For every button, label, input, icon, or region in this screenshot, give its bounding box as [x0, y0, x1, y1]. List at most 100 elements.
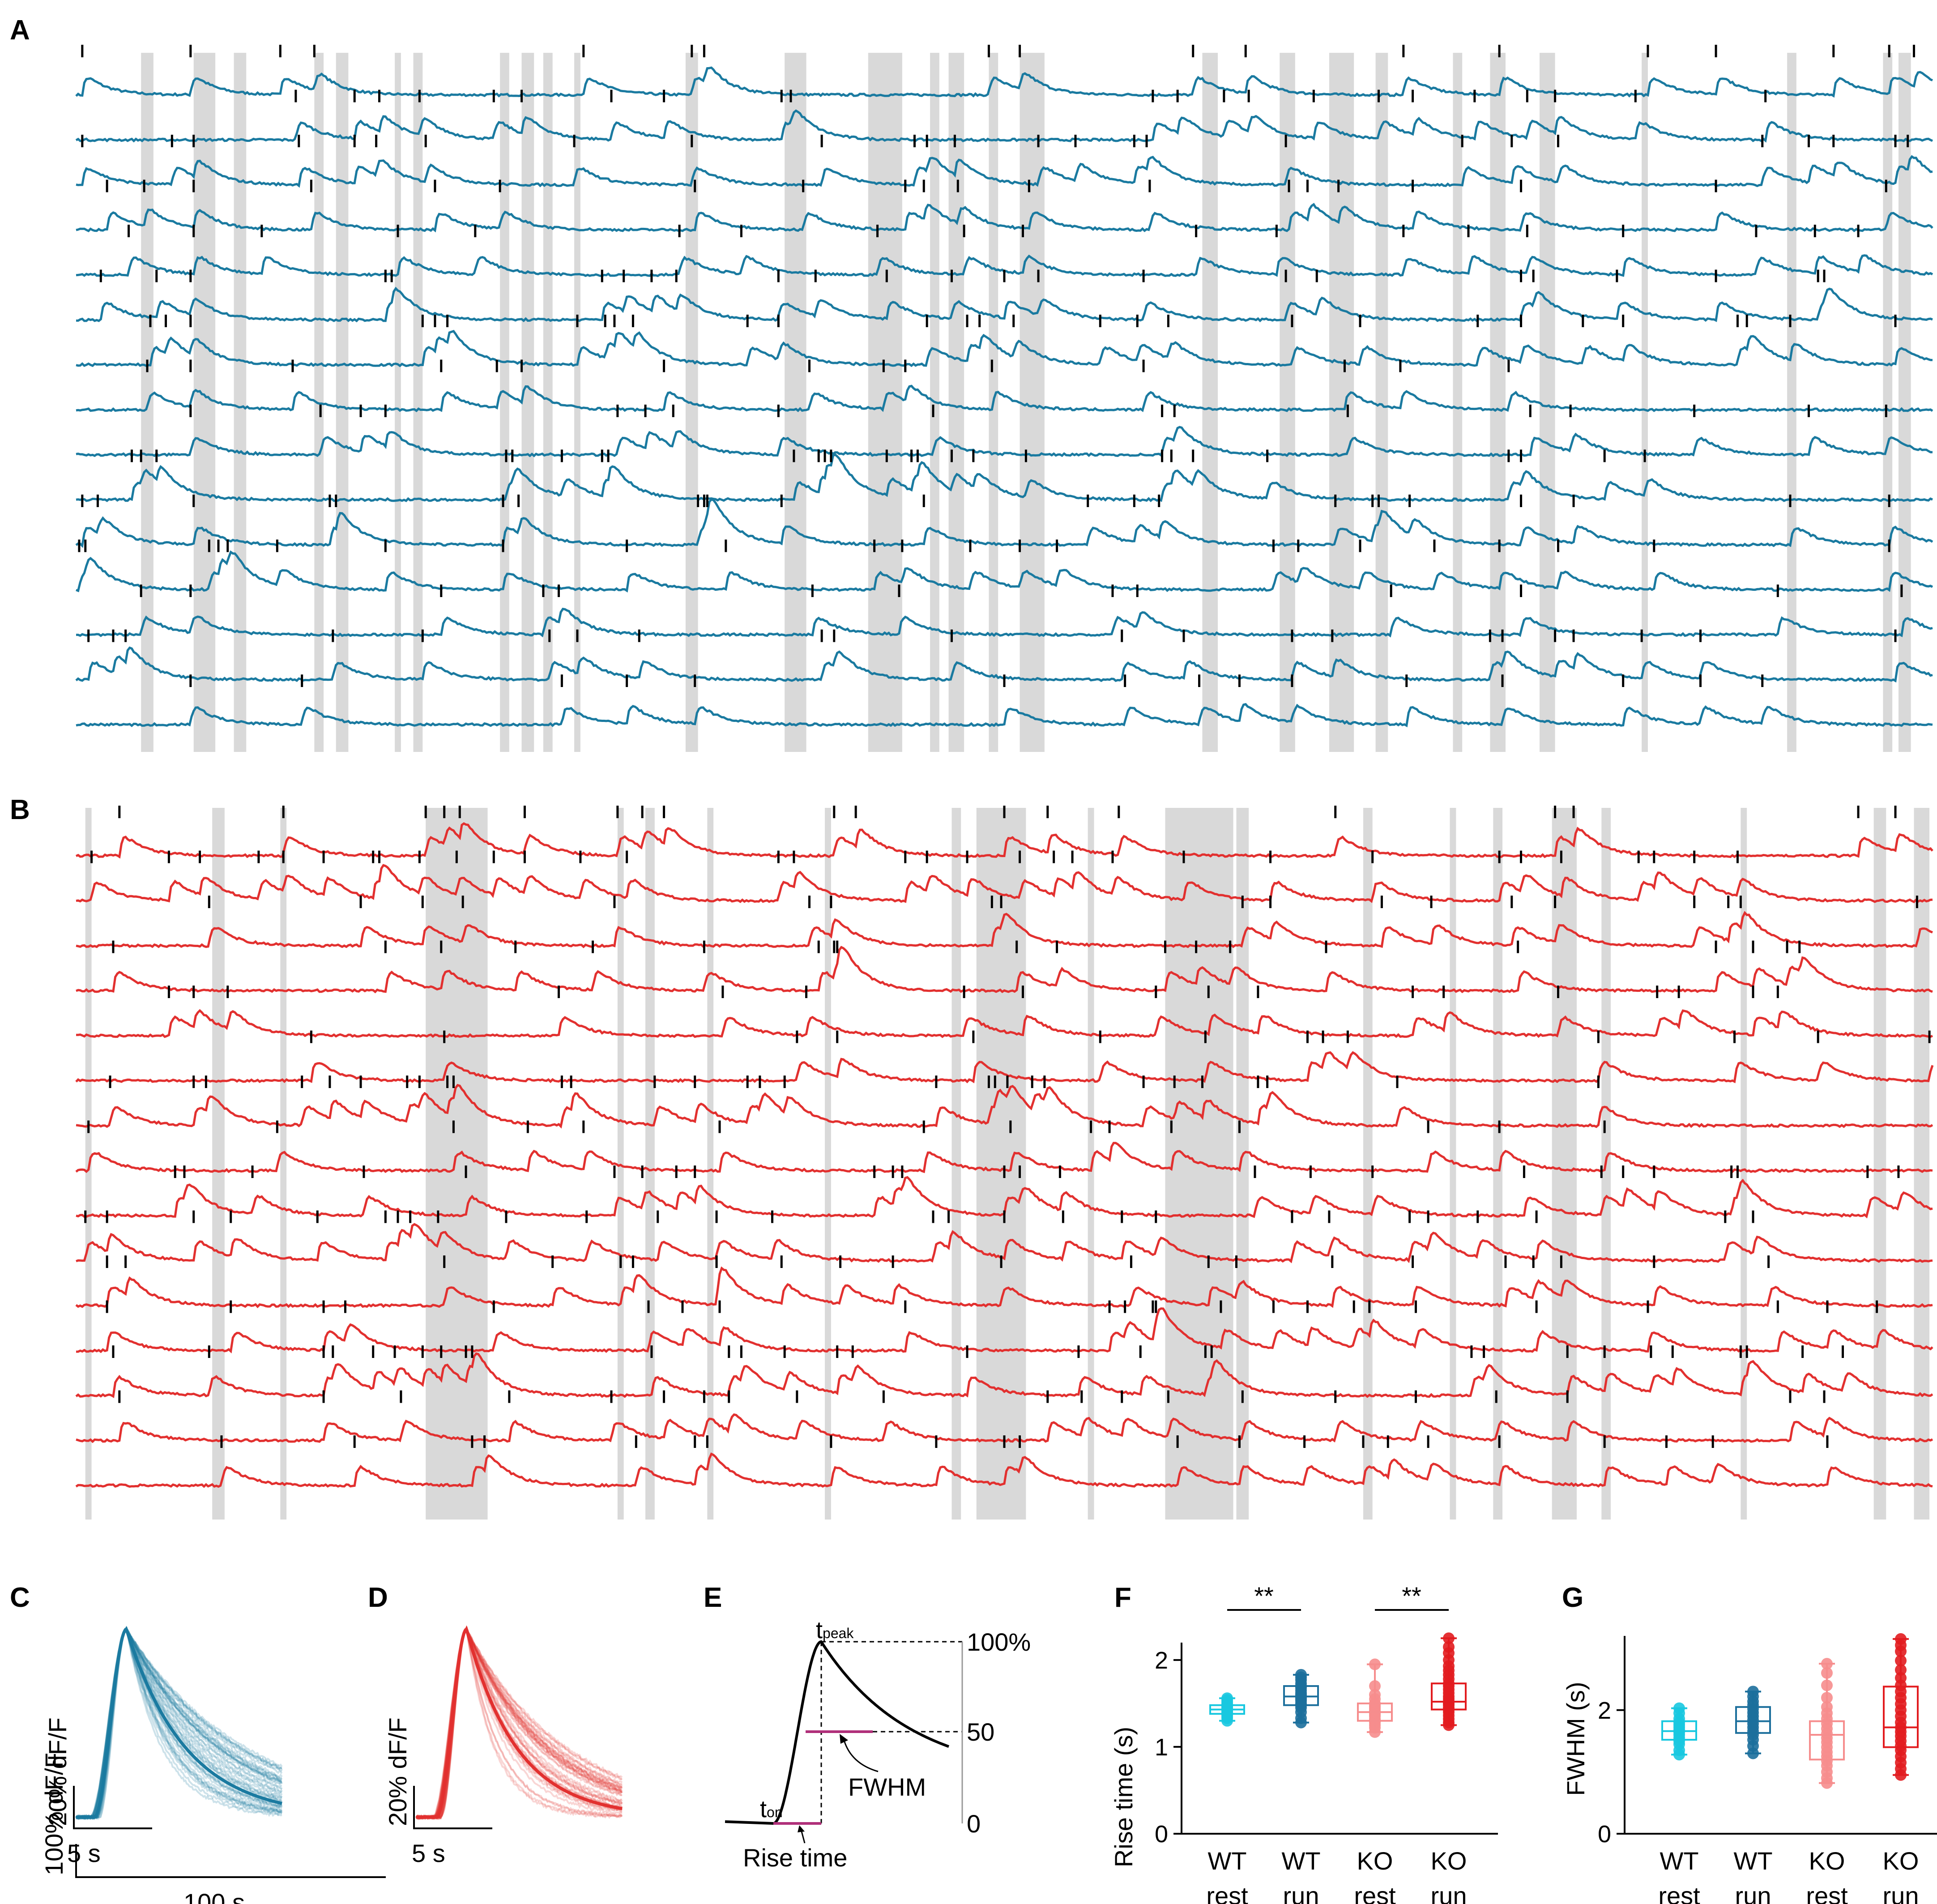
running-epoch: [1493, 808, 1503, 1520]
running-epoch: [1280, 53, 1295, 752]
x-tick-label: run: [1283, 1882, 1319, 1904]
scale-x-label: 5 s: [67, 1839, 101, 1867]
y-tick-label: 2: [1598, 1697, 1611, 1724]
panel-d-overlay: 20% dF/F 5 s: [384, 1625, 623, 1867]
boxplot: 0 1 2 WT rest WT run KO rest KO run: [1155, 1632, 1498, 1904]
panel-label-g: G: [1562, 1582, 1583, 1613]
running-epoch: [1552, 808, 1577, 1520]
x-tick-label: KO: [1809, 1847, 1845, 1875]
y-axis-label: Rise time (s): [1109, 1727, 1138, 1867]
running-epoch: [707, 808, 714, 1520]
running-epoch: [1020, 53, 1045, 752]
individual-transient: [76, 1628, 283, 1820]
significance-ko: **: [1402, 1582, 1421, 1610]
running-epoch: [1914, 808, 1930, 1520]
data-point: [1443, 1641, 1455, 1653]
fwhm-arrow-head: [840, 1734, 848, 1744]
individual-transient: [75, 1626, 282, 1821]
individual-transient: [416, 1628, 623, 1820]
panel-c-overlay: 20% dF/F 5 s: [43, 1625, 283, 1867]
individual-transient: [75, 1629, 282, 1820]
individual-transient: [416, 1627, 623, 1820]
t-peak-label: tpeak: [816, 1617, 854, 1644]
data-point: [1443, 1632, 1455, 1644]
rise-time-arrow: [800, 1829, 806, 1844]
calcium-trace: [76, 329, 1933, 367]
data-point: [1895, 1672, 1907, 1684]
calcium-trace: [76, 1223, 1933, 1264]
panel-label-e: E: [704, 1582, 722, 1613]
data-point: [1673, 1702, 1685, 1714]
individual-transient: [416, 1627, 623, 1820]
mean-transient: [76, 1627, 282, 1819]
calcium-trace: [76, 1084, 1933, 1129]
t-on-label: ton: [760, 1796, 783, 1823]
y-tick-label: 0: [1598, 1821, 1611, 1848]
running-epoch: [500, 53, 509, 752]
calcium-trace: [75, 498, 1933, 548]
scale-x-label: 100 s: [183, 1888, 245, 1904]
y-tick-label: 0: [1155, 1821, 1168, 1848]
running-epoch: [521, 53, 534, 752]
data-point: [1369, 1658, 1381, 1670]
calcium-trace: [76, 911, 1933, 948]
running-epoch: [193, 53, 216, 752]
calcium-trace: [76, 1009, 1933, 1038]
x-tick-label: WT: [1207, 1847, 1246, 1875]
calcium-trace: [75, 1266, 1933, 1308]
running-epoch: [574, 53, 580, 752]
individual-transient: [415, 1629, 623, 1820]
x-tick-label: rest: [1806, 1882, 1848, 1904]
data-point: [1895, 1633, 1907, 1645]
x-tick-label: KO: [1883, 1847, 1919, 1875]
individual-transient: [416, 1625, 623, 1820]
running-epoch: [426, 808, 488, 1520]
x-tick-label: WT: [1281, 1847, 1320, 1875]
data-point: [1747, 1686, 1759, 1698]
fwhm-arrow: [843, 1738, 879, 1772]
percent-0-label: 0: [967, 1810, 981, 1838]
x-tick-label: WT: [1660, 1847, 1698, 1875]
x-tick-label: WT: [1733, 1847, 1772, 1875]
x-tick-label: rest: [1354, 1882, 1396, 1904]
individual-transient: [416, 1627, 623, 1820]
rise-time-label: Rise time: [743, 1844, 847, 1872]
calcium-trace: [76, 286, 1933, 323]
significance-wt: **: [1254, 1582, 1274, 1610]
scale-bar-lines: [75, 1844, 386, 1878]
data-point: [1821, 1679, 1833, 1691]
y-tick-label: 2: [1155, 1647, 1168, 1674]
running-epoch: [645, 808, 655, 1520]
running-epochs: [141, 53, 1911, 752]
data-point: [1295, 1669, 1307, 1681]
panel-b-traces: 100% dF/F 100 s: [40, 806, 1934, 1904]
running-epoch: [1540, 53, 1555, 752]
schematic-transient-curve: [725, 1640, 950, 1825]
data-point: [1821, 1667, 1833, 1679]
calcium-trace: [76, 384, 1933, 413]
panel-label-a: A: [10, 15, 30, 46]
calcium-trace: [76, 946, 1933, 994]
data-point: [1821, 1658, 1833, 1670]
data-point: [1369, 1680, 1381, 1692]
running-epoch: [948, 53, 964, 752]
running-epoch: [825, 808, 831, 1520]
individual-transient: [75, 1626, 282, 1820]
scale-x-label: 5 s: [412, 1839, 445, 1867]
running-epoch: [1202, 53, 1218, 752]
data-point: [1895, 1664, 1907, 1676]
individual-transient: [75, 1628, 283, 1820]
fwhm-label: FWHM: [848, 1773, 926, 1801]
data-point: [1821, 1701, 1833, 1713]
running-epoch: [1741, 808, 1747, 1520]
y-tick-label: 1: [1155, 1734, 1168, 1761]
panel-label-b: B: [10, 794, 30, 825]
x-tick-label: rest: [1206, 1882, 1248, 1904]
boxplot: 0 2 WT rest WT run KO rest KO run: [1598, 1633, 1937, 1904]
panel-label-c: C: [10, 1582, 30, 1613]
running-epochs: [85, 808, 1930, 1520]
calcium-trace: [75, 1452, 1933, 1488]
individual-transient: [416, 1627, 623, 1820]
x-tick-label: run: [1883, 1882, 1919, 1904]
data-point: [1895, 1655, 1907, 1667]
